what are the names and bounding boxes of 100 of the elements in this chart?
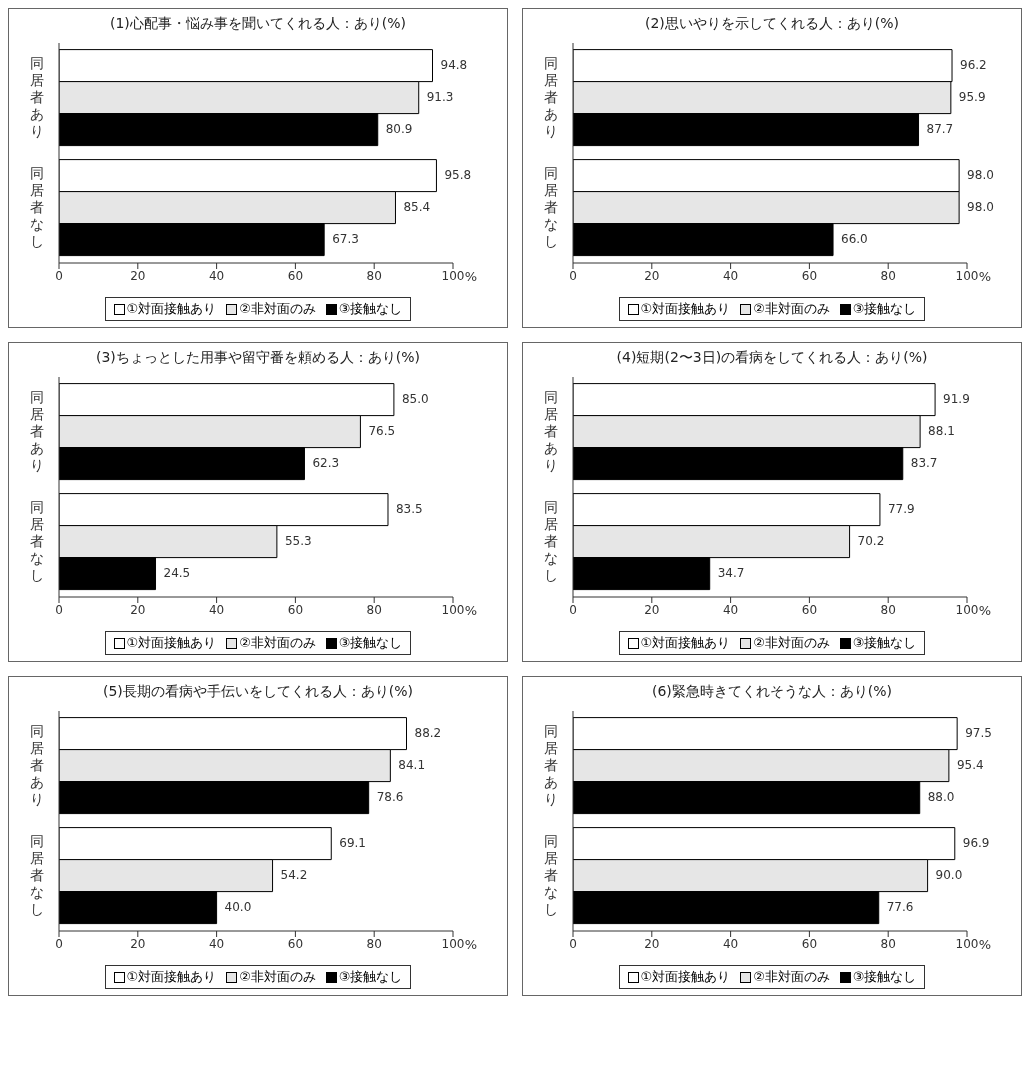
legend-label: ①対面接触あり [126,634,217,652]
data-label: 77.6 [886,900,914,915]
data-label: 98.0 [967,168,994,183]
data-label: 34.7 [717,566,745,581]
x-tick-label: 40 [722,936,739,951]
x-tick-label: 100 [441,936,465,951]
legend-label: ③接触なし [338,968,403,986]
data-label: 95.9 [958,90,986,105]
y-tick-label: 同居者あり [544,389,558,473]
x-tick-label: 100 [441,268,465,283]
x-tick-label: 100 [955,936,979,951]
chart-title: (1)心配事・悩み事を聞いてくれる人：あり(%) [108,15,408,33]
data-label: 94.8 [440,58,468,73]
data-label: 83.5 [395,502,423,517]
data-label: 70.2 [857,534,885,549]
x-axis-title: % [464,603,477,618]
x-tick-label: 80 [366,602,382,617]
x-tick-label: 60 [801,602,818,617]
data-label: 91.3 [426,90,454,105]
x-tick-label: 100 [955,602,979,617]
data-label: 78.6 [376,790,404,805]
data-label: 80.9 [385,122,413,137]
chart-title: (2)思いやりを示してくれる人：あり(%) [643,15,901,33]
y-tick-label: 同居者なし [544,499,558,583]
x-tick-label: 0 [55,602,63,617]
y-tick-label: 同居者なし [30,499,44,583]
data-label: 91.9 [943,392,970,407]
y-tick-label: 同居者あり [544,55,558,139]
x-tick-label: 60 [801,268,818,283]
legend-label: ①対面接触あり [126,300,217,318]
chart-title: (6)緊急時きてくれそうな人：あり(%) [650,683,894,701]
x-tick-label: 0 [569,602,577,617]
data-label: 77.9 [887,502,915,517]
legend-label: ①対面接触あり [640,968,731,986]
x-axis-title: % [978,603,991,618]
x-tick-label: 40 [208,936,225,951]
data-label: 67.3 [332,232,359,247]
x-tick-label: 100 [955,268,979,283]
legend-label: ③接触なし [852,968,917,986]
legend-label: ③接触なし [338,634,403,652]
x-tick-label: 20 [130,602,146,617]
data-label: 76.5 [368,424,396,439]
y-tick-label: 同居者なし [30,833,44,917]
data-label: 98.0 [967,200,994,215]
legend-label: ②非対面のみ [239,968,316,986]
data-label: 62.3 [312,456,340,471]
chart-title: (3)ちょっとした用事や留守番を頼める人：あり(%) [94,349,422,367]
y-tick-label: 同居者なし [544,833,558,917]
data-label: 54.2 [280,868,308,883]
data-label: 40.0 [224,900,252,915]
x-tick-label: 20 [644,936,660,951]
legend-label: ②非対面のみ [753,300,830,318]
data-label: 55.3 [284,534,312,549]
x-tick-label: 80 [880,268,896,283]
data-label: 90.0 [935,868,963,883]
data-label: 87.7 [926,122,954,137]
x-tick-label: 40 [208,268,225,283]
data-label: 84.1 [398,758,426,773]
y-tick-label: 同居者なし [544,165,558,249]
y-tick-label: 同居者あり [30,55,44,139]
x-tick-label: 0 [55,936,63,951]
y-tick-label: 同居者あり [30,389,44,473]
x-tick-label: 80 [880,602,896,617]
x-tick-label: 40 [208,602,225,617]
x-tick-label: 60 [801,936,818,951]
chart-title: (4)短期(2〜3日)の看病をしてくれる人：あり(%) [615,349,929,367]
x-axis-title: % [978,937,991,952]
data-label: 85.4 [403,200,431,215]
legend-label: ②非対面のみ [753,634,830,652]
data-label: 88.1 [928,424,955,439]
data-label: 24.5 [163,566,191,581]
x-tick-label: 100 [441,602,465,617]
x-tick-label: 80 [366,936,382,951]
data-label: 97.5 [965,726,992,741]
legend-label: ③接触なし [852,634,917,652]
x-axis-title: % [464,269,477,284]
x-tick-label: 60 [287,936,304,951]
data-label: 88.0 [927,790,955,805]
x-tick-label: 20 [130,936,146,951]
y-tick-label: 同居者あり [30,723,44,807]
legend-label: ③接触なし [338,300,403,318]
data-label: 96.9 [962,836,990,851]
data-label: 85.0 [401,392,429,407]
legend-label: ③接触なし [852,300,917,318]
x-tick-label: 0 [55,268,63,283]
data-label: 88.2 [414,726,442,741]
data-label: 83.7 [910,456,938,471]
x-tick-label: 20 [130,268,146,283]
x-tick-label: 60 [287,268,304,283]
legend-label: ①対面接触あり [126,968,217,986]
legend-label: ②非対面のみ [239,300,316,318]
x-tick-label: 80 [366,268,382,283]
x-tick-label: 0 [569,268,577,283]
x-tick-label: 40 [722,602,739,617]
data-label: 69.1 [339,836,366,851]
legend-label: ②非対面のみ [753,968,830,986]
y-tick-label: 同居者あり [544,723,558,807]
x-tick-label: 20 [644,268,660,283]
y-tick-label: 同居者なし [30,165,44,249]
legend-label: ①対面接触あり [640,634,731,652]
